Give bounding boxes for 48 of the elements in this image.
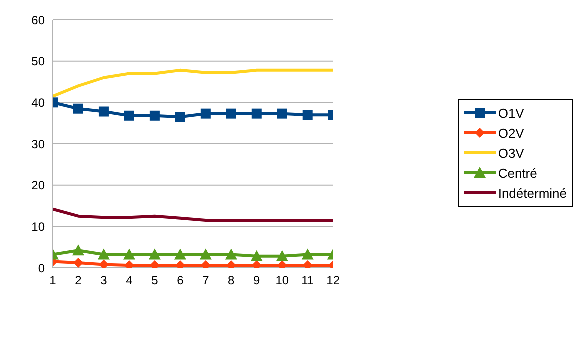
x-tick-label: 11 (302, 274, 314, 288)
x-tick-label: 10 (276, 274, 290, 288)
x-tick-label: 9 (254, 274, 261, 288)
point (73, 104, 84, 114)
legend-label: Indéterminé (498, 186, 567, 200)
point (302, 110, 313, 120)
x-tick-label: 6 (177, 274, 184, 288)
point (150, 110, 160, 121)
x-tick-label: 3 (100, 274, 108, 288)
legend-label: O2V (498, 126, 524, 140)
x-tick-label: 5 (152, 274, 159, 288)
point (277, 108, 288, 119)
line-series (53, 208, 334, 222)
point (250, 250, 263, 262)
point (73, 258, 84, 268)
point (276, 250, 288, 262)
point (175, 112, 186, 122)
x-tick-label: 1 (50, 274, 57, 288)
y-tick-label: 0 (38, 261, 46, 276)
point (174, 248, 186, 260)
line-series (53, 68, 334, 98)
x-tick-label: 8 (228, 274, 236, 288)
point (123, 248, 136, 260)
legend-label: O3V (498, 146, 524, 160)
y-tick-label: 20 (32, 178, 46, 193)
x-tick-label: 12 (326, 274, 340, 288)
point (200, 248, 212, 260)
y-tick-label: 50 (32, 54, 46, 69)
point (302, 248, 314, 260)
point (98, 106, 109, 117)
legend-label: Centré (498, 166, 538, 180)
y-tick-label: 60 (32, 13, 46, 28)
point (98, 248, 110, 260)
x-tick-label: 4 (126, 274, 134, 288)
point (124, 110, 134, 121)
point (72, 244, 84, 256)
point (200, 108, 211, 119)
point (252, 108, 262, 119)
point (148, 248, 161, 260)
y-tick-label: 10 (32, 220, 46, 234)
x-tick-label: 7 (202, 274, 210, 288)
point (98, 260, 109, 268)
point (225, 248, 238, 260)
point (226, 108, 236, 119)
legend-label: O1V (498, 106, 524, 120)
y-tick-label: 30 (32, 137, 46, 152)
y-tick-label: 40 (32, 96, 46, 110)
x-tick-label: 2 (75, 274, 82, 288)
